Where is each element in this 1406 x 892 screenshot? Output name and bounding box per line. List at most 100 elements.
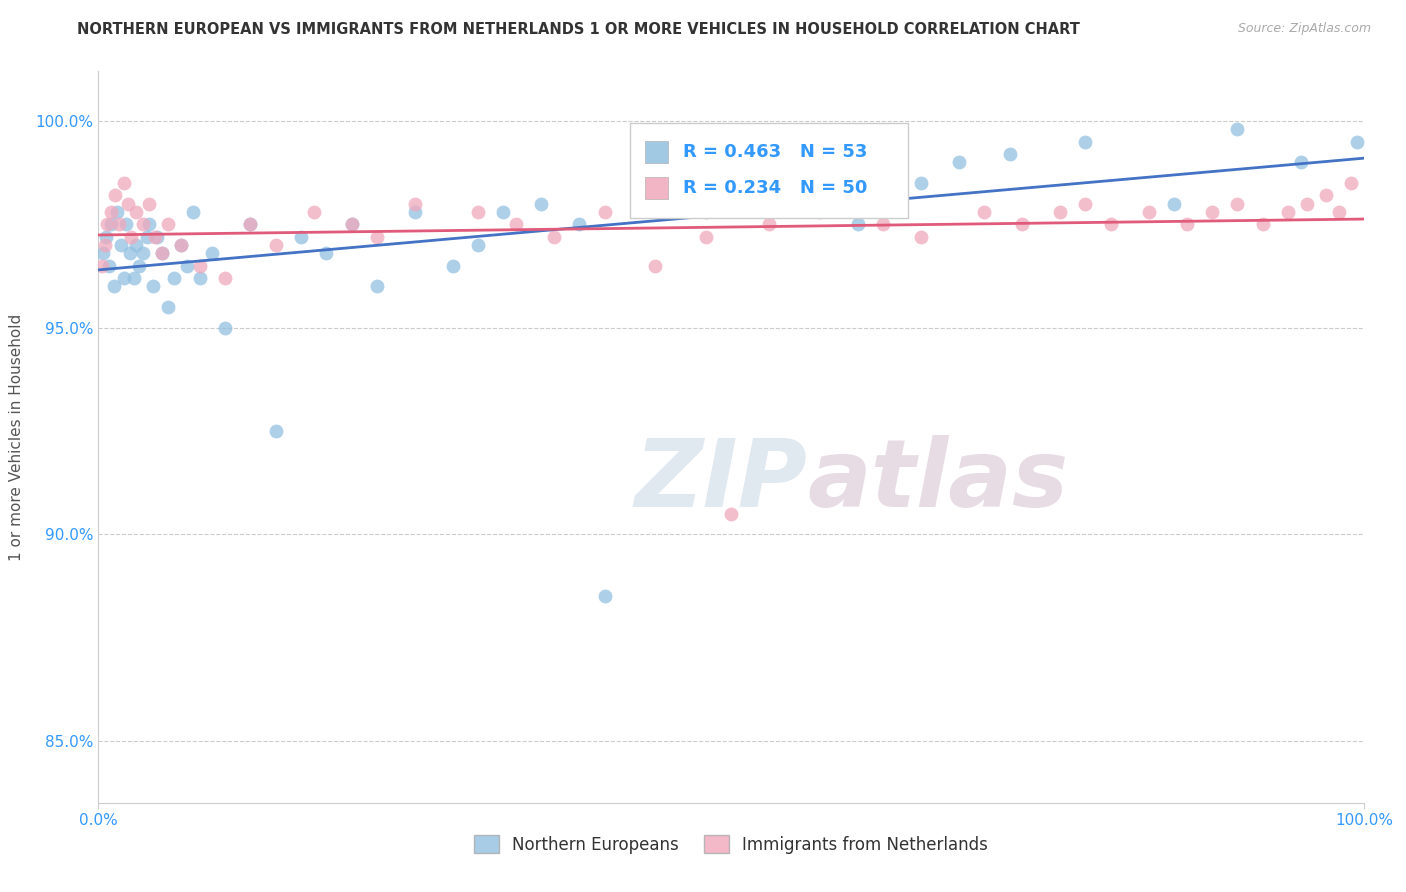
- Point: [1074, 135, 1097, 149]
- Point: [657, 188, 679, 202]
- Point: [176, 259, 198, 273]
- Point: [492, 205, 515, 219]
- Point: [93, 238, 117, 252]
- Point: [117, 196, 139, 211]
- Point: [107, 217, 129, 231]
- Point: [214, 271, 236, 285]
- Point: [100, 205, 122, 219]
- Point: [96, 217, 118, 231]
- Point: [110, 238, 132, 252]
- Point: [132, 246, 155, 260]
- Text: NORTHERN EUROPEAN VS IMMIGRANTS FROM NETHERLANDS 1 OR MORE VEHICLES IN HOUSEHOLD: NORTHERN EUROPEAN VS IMMIGRANTS FROM NET…: [77, 22, 1080, 37]
- Point: [644, 259, 666, 273]
- Point: [467, 205, 489, 219]
- Point: [720, 507, 742, 521]
- Point: [91, 259, 114, 273]
- Point: [104, 188, 127, 202]
- Point: [340, 217, 363, 231]
- Point: [1099, 217, 1122, 231]
- Point: [543, 229, 565, 244]
- Text: Source: ZipAtlas.com: Source: ZipAtlas.com: [1237, 22, 1371, 36]
- Point: [695, 205, 717, 219]
- Point: [120, 246, 141, 260]
- Point: [169, 238, 191, 252]
- Point: [910, 176, 932, 190]
- Point: [183, 205, 205, 219]
- Point: [404, 196, 426, 211]
- FancyBboxPatch shape: [645, 178, 668, 199]
- Point: [264, 238, 287, 252]
- Point: [1289, 155, 1312, 169]
- Point: [1277, 205, 1299, 219]
- Point: [100, 217, 122, 231]
- Legend: Northern Europeans, Immigrants from Netherlands: Northern Europeans, Immigrants from Neth…: [467, 829, 995, 860]
- Point: [948, 155, 970, 169]
- Point: [1226, 196, 1249, 211]
- Point: [366, 229, 388, 244]
- Point: [1011, 217, 1033, 231]
- Point: [720, 176, 742, 190]
- Point: [93, 246, 115, 260]
- Point: [1049, 205, 1071, 219]
- Point: [1251, 217, 1274, 231]
- Point: [1226, 122, 1249, 136]
- Point: [1137, 205, 1160, 219]
- Point: [201, 246, 224, 260]
- Text: ZIP: ZIP: [634, 435, 807, 527]
- Point: [115, 217, 138, 231]
- Point: [505, 217, 527, 231]
- Point: [568, 217, 591, 231]
- Point: [340, 217, 363, 231]
- Text: R = 0.234   N = 50: R = 0.234 N = 50: [683, 179, 868, 197]
- Point: [1347, 135, 1369, 149]
- Point: [467, 238, 489, 252]
- Point: [132, 217, 155, 231]
- Point: [808, 205, 831, 219]
- Point: [163, 271, 186, 285]
- Point: [157, 217, 180, 231]
- Point: [97, 259, 120, 273]
- Point: [593, 589, 616, 603]
- FancyBboxPatch shape: [630, 122, 908, 218]
- Point: [239, 217, 262, 231]
- Point: [530, 196, 553, 211]
- Point: [1074, 196, 1097, 211]
- Point: [1175, 217, 1198, 231]
- Point: [135, 229, 157, 244]
- Point: [783, 163, 806, 178]
- Point: [1163, 196, 1185, 211]
- Y-axis label: 1 or more Vehicles in Household: 1 or more Vehicles in Household: [10, 313, 24, 561]
- Point: [302, 205, 325, 219]
- Point: [103, 279, 125, 293]
- Point: [107, 205, 129, 219]
- Point: [404, 205, 426, 219]
- Point: [188, 271, 211, 285]
- Point: [973, 205, 995, 219]
- Point: [1201, 205, 1223, 219]
- Point: [593, 205, 616, 219]
- Point: [112, 271, 135, 285]
- Point: [290, 229, 312, 244]
- Point: [145, 229, 167, 244]
- FancyBboxPatch shape: [645, 141, 668, 163]
- Point: [150, 246, 173, 260]
- Point: [122, 271, 145, 285]
- Point: [872, 217, 894, 231]
- Point: [1340, 176, 1362, 190]
- Point: [188, 259, 211, 273]
- Point: [138, 196, 160, 211]
- Point: [120, 229, 142, 244]
- Point: [1315, 188, 1337, 202]
- Point: [112, 176, 135, 190]
- Point: [1296, 196, 1319, 211]
- Point: [1327, 205, 1350, 219]
- Point: [125, 238, 148, 252]
- Point: [315, 246, 337, 260]
- Point: [366, 279, 388, 293]
- Point: [128, 259, 150, 273]
- Point: [150, 246, 173, 260]
- Point: [94, 229, 117, 244]
- Text: R = 0.463   N = 53: R = 0.463 N = 53: [683, 143, 868, 161]
- Point: [214, 320, 236, 334]
- Point: [169, 238, 191, 252]
